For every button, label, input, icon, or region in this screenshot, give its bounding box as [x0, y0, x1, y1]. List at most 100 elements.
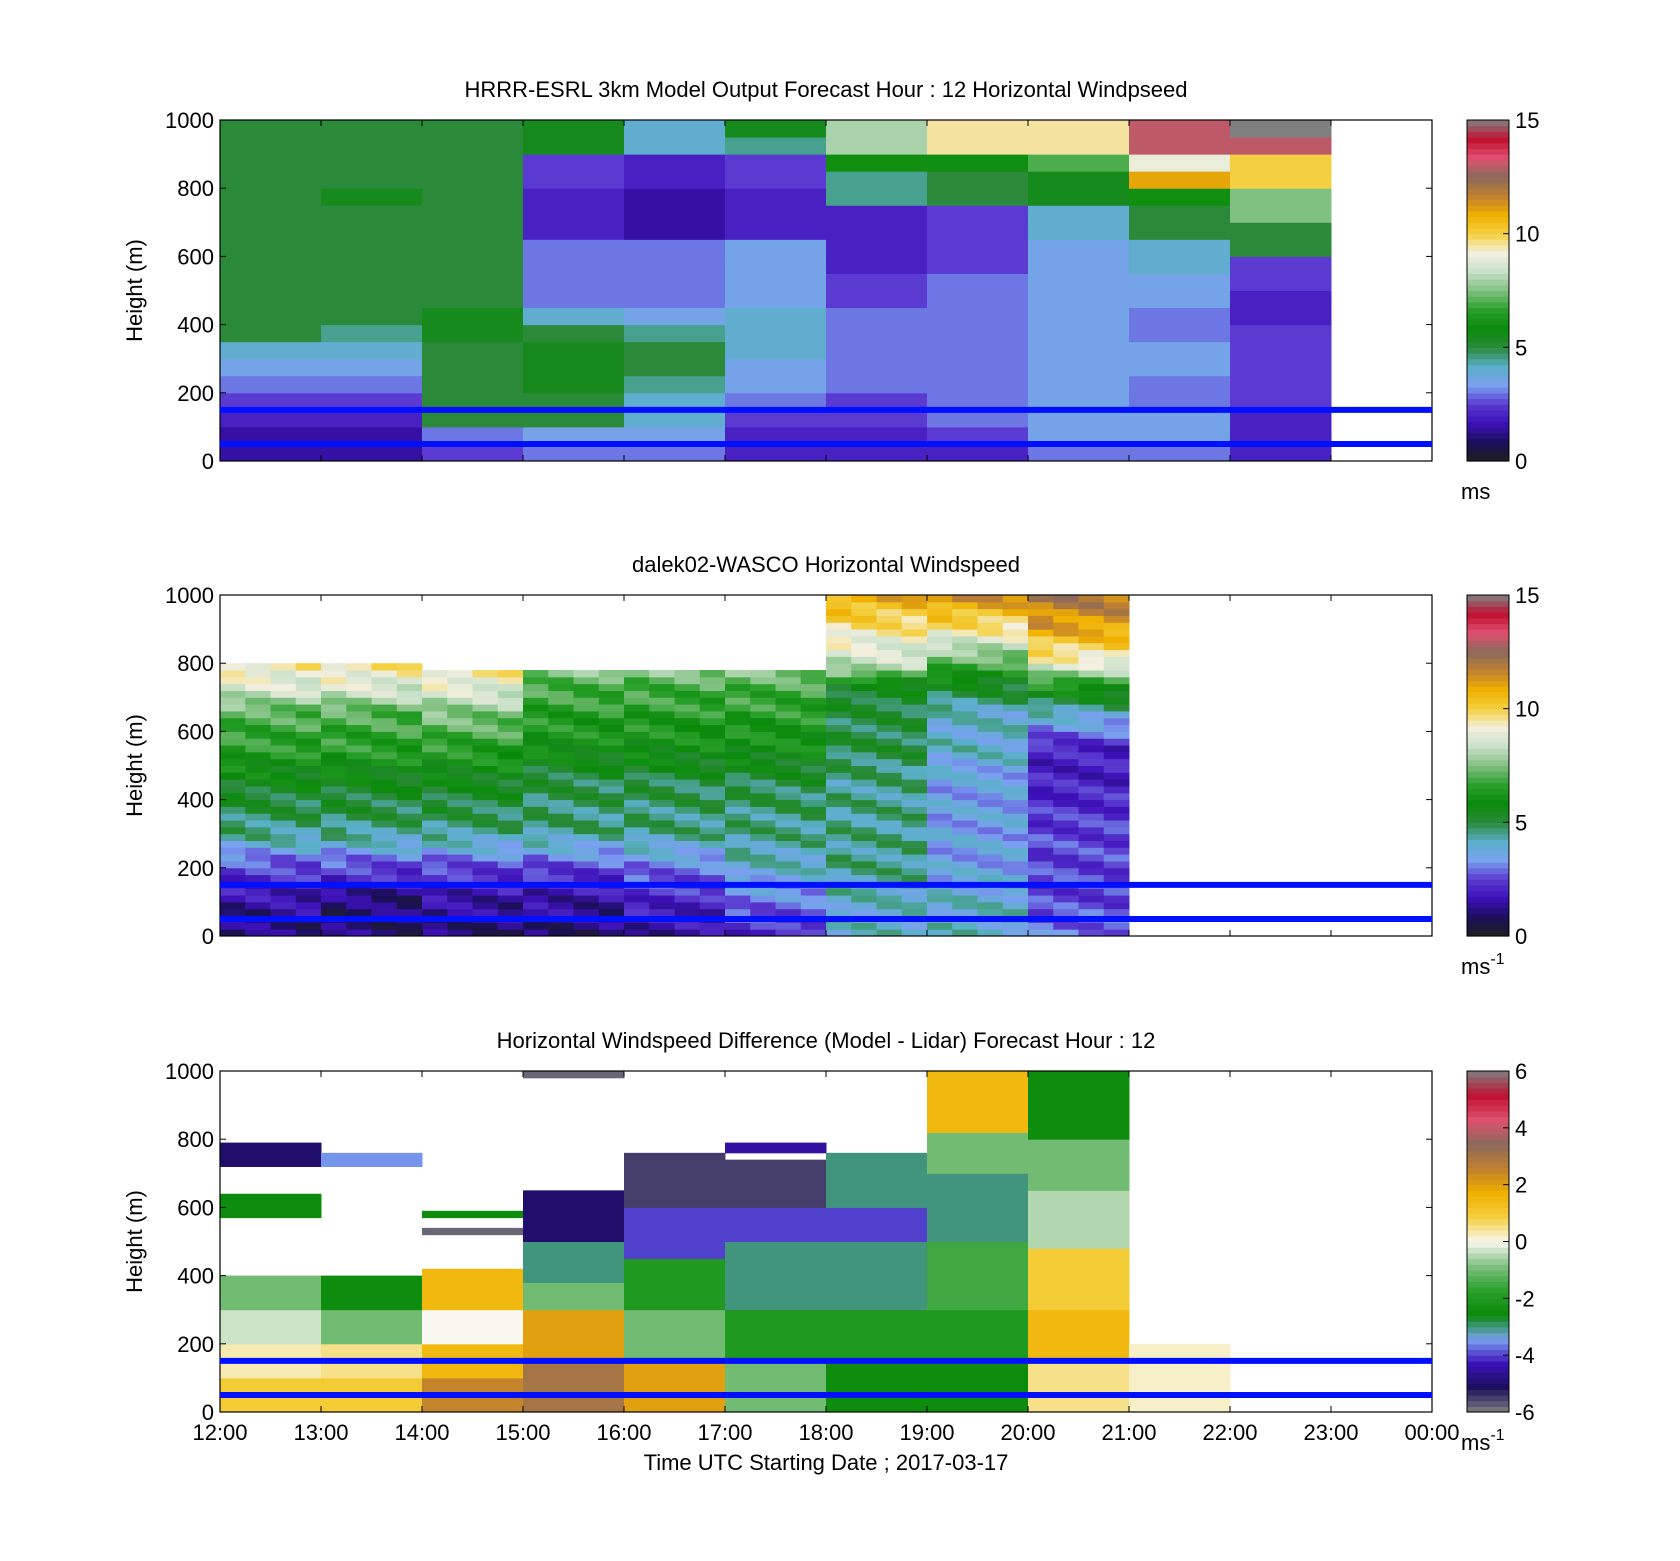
colorbar-segment: [1467, 839, 1509, 846]
heatmap-cell: [270, 683, 297, 691]
heatmap-cell: [800, 867, 827, 876]
colorbar-segment: [1467, 890, 1509, 897]
heatmap-cell: [699, 717, 726, 726]
heatmap-cell: [472, 874, 499, 882]
heatmap-cell: [952, 901, 978, 910]
heatmap-cell: [674, 908, 701, 917]
heatmap-cell: [1053, 751, 1079, 760]
heatmap-cell: [750, 785, 776, 794]
heatmap-cell: [725, 290, 827, 309]
heatmap-cell: [447, 806, 473, 814]
heatmap-cell: [624, 901, 650, 910]
heatmap-cell: [674, 717, 701, 726]
heatmap-cell: [775, 826, 802, 835]
heatmap-cell: [523, 137, 625, 155]
heatmap-cell: [422, 820, 448, 828]
heatmap-cell: [472, 929, 499, 937]
heatmap-cell: [725, 792, 751, 801]
heatmap-cell: [699, 690, 726, 698]
heatmap-cell: [725, 704, 751, 712]
colorbar-segment: [1467, 674, 1509, 681]
heatmap-cell: [977, 710, 1004, 719]
heatmap-cell: [977, 874, 1004, 882]
colorbar-segment: [1467, 1292, 1509, 1299]
heatmap-cell: [523, 854, 549, 862]
colorbar-segment: [1467, 771, 1509, 778]
heatmap-cell: [523, 799, 549, 807]
heatmap-cell: [396, 799, 423, 807]
heatmap-cell: [725, 1241, 827, 1311]
heatmap-cell: [220, 901, 246, 910]
heatmap-cell: [851, 792, 877, 801]
heatmap-cell: [346, 888, 372, 896]
heatmap-cell: [826, 922, 852, 930]
heatmap-cell: [422, 120, 524, 138]
heatmap-cell: [1078, 922, 1105, 930]
heatmap-cell: [220, 663, 246, 671]
heatmap-cell: [1053, 772, 1079, 780]
heatmap-cell: [826, 1207, 928, 1242]
heatmap-cell: [245, 717, 271, 726]
colorbar-segment: [1467, 1201, 1509, 1208]
heatmap-cell: [548, 854, 574, 862]
heatmap-cell: [598, 833, 625, 842]
heatmap-cell: [927, 375, 1029, 394]
heatmap-cell: [245, 806, 271, 814]
heatmap-cell: [952, 867, 978, 876]
colorbar-segment: [1467, 131, 1509, 138]
heatmap-cell: [901, 656, 928, 664]
heatmap-cell: [851, 854, 877, 862]
heatmap-cell: [220, 137, 322, 155]
heatmap-cell: [901, 813, 928, 821]
heatmap-cell: [851, 738, 877, 746]
heatmap-cell: [725, 820, 751, 828]
heatmap-cell: [1078, 888, 1105, 896]
heatmap-cell: [800, 697, 827, 705]
heatmap-cell: [977, 697, 1004, 705]
heatmap-cell: [1028, 854, 1054, 862]
heatmap-cell: [1028, 601, 1054, 610]
colorbar-segment: [1467, 284, 1509, 292]
heatmap-cell: [624, 409, 726, 428]
heatmap-cell: [1053, 895, 1079, 903]
colorbar-segment: [1467, 856, 1509, 863]
colorbar-segment: [1467, 1258, 1509, 1265]
heatmap-cell: [826, 820, 852, 828]
heatmap-cell: [598, 765, 625, 773]
heatmap-cell: [1103, 635, 1130, 644]
heatmap-cell: [1053, 608, 1079, 616]
heatmap-cell: [295, 676, 322, 685]
heatmap-cell: [1002, 847, 1029, 855]
heatmap-cell: [1078, 697, 1105, 705]
heatmap-cell: [826, 120, 928, 138]
heatmap-cell: [649, 813, 675, 821]
heatmap-cell: [624, 171, 726, 189]
heatmap-cell: [1053, 874, 1079, 882]
heatmap-cell: [1230, 307, 1332, 326]
heatmap-cell: [472, 697, 499, 705]
heatmap-cell: [750, 929, 776, 937]
colorbar-segment: [1467, 1343, 1509, 1351]
heatmap-cell: [396, 908, 423, 917]
heatmap-cell: [901, 724, 928, 732]
heatmap-cell: [927, 256, 1029, 274]
heatmap-cell: [245, 895, 271, 903]
heatmap-cell: [800, 670, 827, 678]
heatmap-cell: [220, 792, 246, 801]
heatmap-cell: [901, 704, 928, 712]
heatmap-cell: [396, 710, 423, 719]
heatmap-cell: [270, 854, 297, 862]
heatmap-cell: [321, 922, 347, 930]
heatmap-cell: [750, 670, 776, 678]
heatmap-cell: [800, 717, 827, 726]
heatmap-cell: [927, 799, 953, 807]
heatmap-cell: [649, 847, 675, 855]
heatmap-cell: [1103, 908, 1130, 917]
heatmap-cell: [371, 854, 398, 862]
heatmap-cell: [523, 375, 625, 394]
heatmap-cell: [548, 704, 574, 712]
heatmap-cell: [851, 813, 877, 821]
heatmap-cell: [396, 888, 423, 896]
heatmap-cell: [346, 847, 372, 855]
heatmap-cell: [1002, 820, 1029, 828]
